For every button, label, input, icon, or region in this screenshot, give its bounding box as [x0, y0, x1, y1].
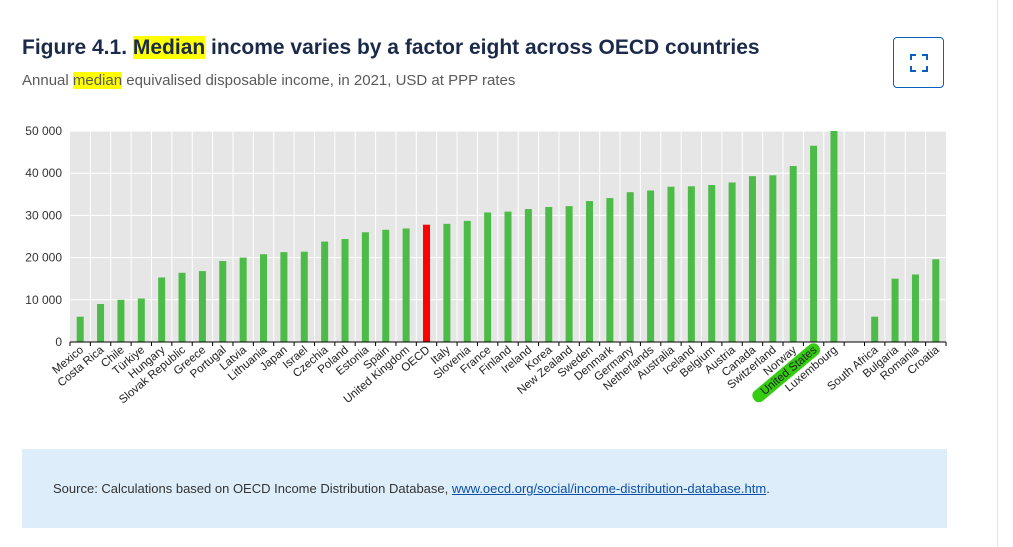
- bar: [748, 176, 756, 342]
- y-tick-label: 10 000: [25, 293, 62, 307]
- bar: [524, 209, 532, 342]
- bar: [178, 272, 186, 342]
- bar: [932, 259, 940, 342]
- bar: [300, 251, 308, 342]
- label-highlight: [752, 343, 821, 403]
- subtitle-highlight: median: [72, 72, 123, 89]
- bar: [361, 232, 369, 342]
- bar: [871, 316, 879, 342]
- bar: [891, 278, 899, 342]
- bar: [728, 182, 736, 342]
- bar: [117, 299, 125, 342]
- bar: [402, 228, 410, 342]
- bar: [647, 190, 655, 342]
- bar: [443, 223, 451, 342]
- bar: [198, 271, 206, 342]
- bar: [687, 186, 695, 342]
- bar: [382, 229, 390, 342]
- bar: [830, 131, 838, 342]
- scrollbar[interactable]: [997, 0, 998, 547]
- bar: [565, 206, 573, 342]
- bar: [626, 192, 634, 342]
- y-tick-label: 40 000: [25, 166, 62, 180]
- title-rest: income varies by a factor eight across O…: [205, 36, 760, 59]
- bar: [280, 252, 288, 342]
- bar: [769, 175, 777, 342]
- title-prefix: Figure 4.1.: [22, 36, 133, 59]
- y-tick-label: 0: [55, 335, 62, 349]
- bar: [667, 186, 675, 342]
- bar: [708, 185, 716, 342]
- figure-title: Figure 4.1. Median income varies by a fa…: [22, 36, 872, 60]
- bar: [911, 274, 919, 342]
- bar: [97, 304, 105, 342]
- source-panel: Source: Calculations based on OECD Incom…: [22, 449, 947, 528]
- bar: [239, 257, 247, 342]
- bar: [341, 239, 349, 342]
- bar: [789, 166, 797, 342]
- bar: [260, 254, 268, 342]
- y-tick-label: 50 000: [25, 124, 62, 138]
- source-period: .: [766, 481, 770, 496]
- bar: [423, 224, 431, 342]
- source-link[interactable]: www.oecd.org/social/income-distribution-…: [451, 481, 767, 496]
- bar: [504, 211, 512, 342]
- expand-button[interactable]: [893, 37, 944, 88]
- bar: [606, 198, 614, 342]
- bar: [463, 220, 471, 342]
- title-highlight: Median: [132, 36, 206, 59]
- bar: [76, 316, 84, 342]
- y-tick-label: 20 000: [25, 251, 62, 265]
- figure-subtitle: Annual median equivalised disposable inc…: [22, 72, 515, 89]
- bar: [810, 145, 818, 342]
- bar: [137, 298, 145, 342]
- subtitle-rest: equivalised disposable income, in 2021, …: [122, 72, 516, 89]
- expand-icon: [910, 54, 928, 72]
- subtitle-prefix: Annual: [22, 72, 73, 89]
- bar: [219, 260, 227, 342]
- source-note: Source: Calculations based on OECD Incom…: [53, 481, 770, 496]
- bar: [585, 201, 593, 342]
- y-tick-label: 30 000: [25, 208, 62, 222]
- bar: [158, 277, 166, 342]
- bar: [484, 212, 492, 342]
- bar: [321, 241, 329, 342]
- source-text: Source: Calculations based on OECD Incom…: [53, 481, 452, 496]
- bar: [545, 206, 553, 342]
